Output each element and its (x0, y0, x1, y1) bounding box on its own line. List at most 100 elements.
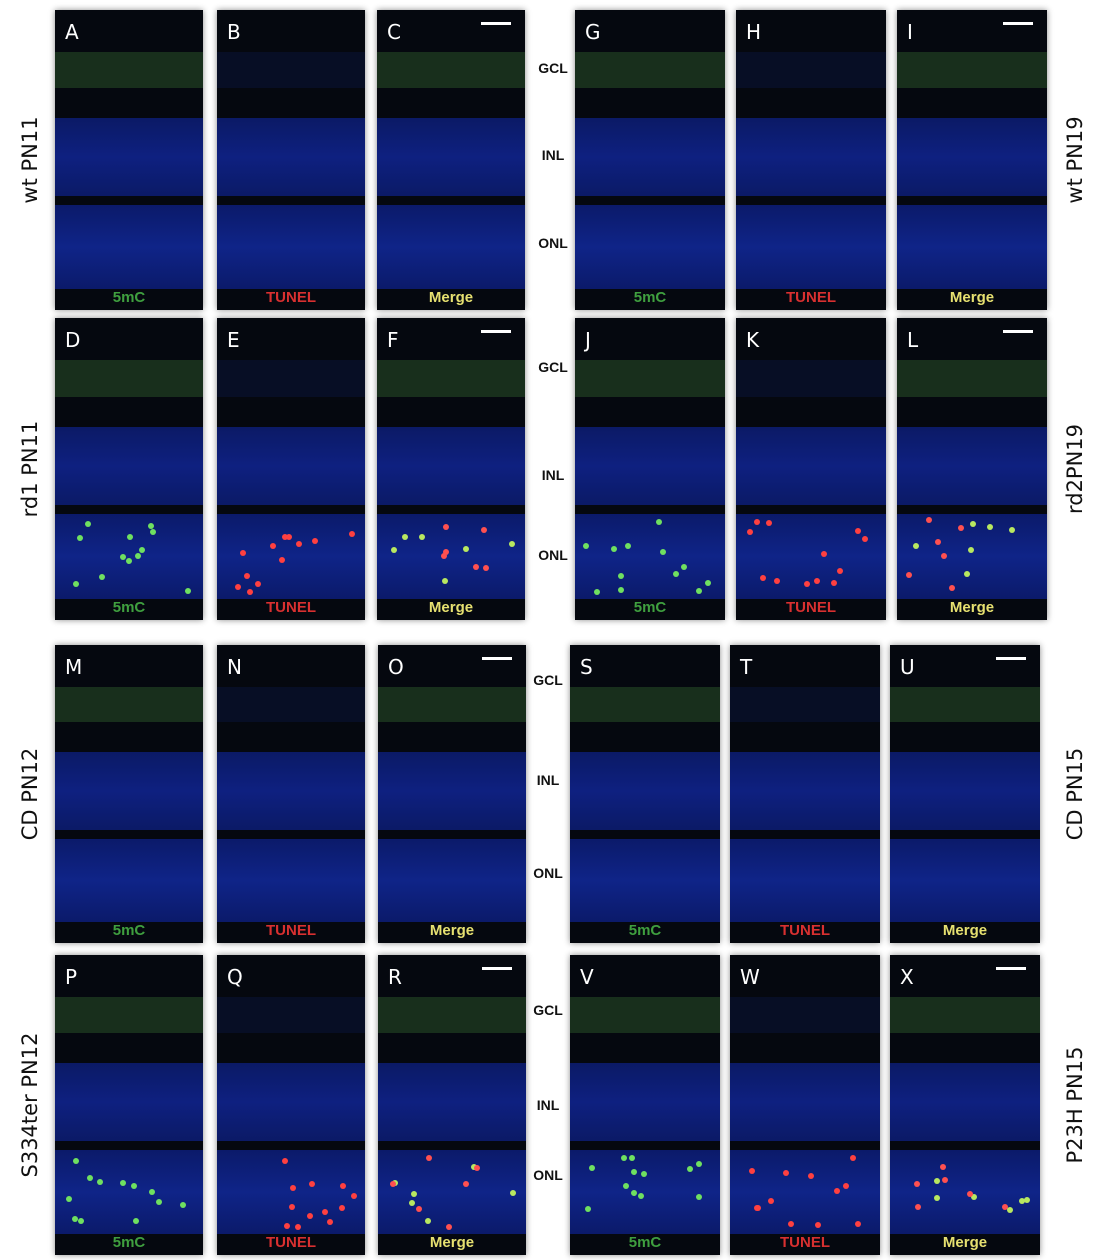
panel-letter: R (388, 965, 402, 989)
labeled-cell (99, 573, 106, 580)
onl-band (897, 205, 1047, 289)
panel-letter: A (65, 20, 79, 44)
channel-label: TUNEL (266, 599, 316, 616)
labeled-cell (618, 572, 625, 579)
onl-band (730, 1150, 880, 1234)
gcl-band (575, 52, 725, 88)
labeled-cell (307, 1212, 314, 1219)
panel-letter: D (65, 328, 81, 352)
labeled-cell (281, 1158, 288, 1165)
labeled-cell (473, 564, 480, 571)
labeled-cell (135, 552, 142, 559)
labeled-cell (637, 1192, 644, 1199)
row-label: rd1 PN11 (18, 420, 42, 518)
onl-band (217, 838, 365, 923)
gcl-band (890, 997, 1040, 1033)
inl-band (897, 118, 1047, 196)
inl-band (570, 1063, 720, 1141)
labeled-cell (836, 567, 843, 574)
labeled-cell (415, 1206, 422, 1213)
gcl-band (217, 360, 365, 397)
micrograph-panel: M 5mC (55, 645, 203, 943)
inl-band (378, 1063, 526, 1141)
labeled-cell (673, 570, 680, 577)
channel-label: TUNEL (266, 922, 316, 939)
labeled-cell (418, 534, 425, 541)
labeled-cell (621, 1154, 628, 1161)
labeled-cell (787, 1221, 794, 1228)
labeled-cell (78, 1217, 85, 1224)
labeled-cell (912, 543, 919, 550)
labeled-cell (760, 574, 766, 581)
labeled-cell (814, 577, 821, 584)
gcl-band (55, 52, 203, 88)
channel-label: 5mC (112, 289, 146, 306)
labeled-cell (73, 1157, 80, 1164)
micrograph-panel: O Merge (378, 645, 526, 943)
channel-label: Merge (942, 922, 988, 939)
inl-band (575, 118, 725, 196)
labeled-cell (126, 557, 133, 564)
labeled-cell (969, 521, 976, 528)
labeled-cell (773, 577, 780, 584)
channel-label: 5mC (112, 599, 146, 616)
labeled-cell (695, 587, 702, 594)
onl-band (736, 514, 886, 599)
inl-band (897, 426, 1047, 506)
labeled-cell (119, 1180, 126, 1187)
labeled-cell (655, 519, 662, 526)
labeled-cell (967, 1190, 974, 1197)
layer-label: ONL (533, 865, 563, 881)
inl-band (217, 426, 365, 506)
channel-label: 5mC (633, 289, 667, 306)
labeled-cell (970, 1193, 977, 1200)
labeled-cell (765, 520, 772, 527)
labeled-cell (483, 564, 490, 571)
gcl-band (730, 997, 880, 1033)
channel-label: 5mC (112, 1234, 146, 1251)
labeled-cell (843, 1182, 850, 1189)
labeled-cell (351, 1192, 358, 1199)
gcl-band (736, 52, 886, 88)
micrograph-panel: C Merge (377, 10, 525, 310)
row-label: wt PN11 (18, 116, 42, 204)
micrograph-panel: F Merge (377, 318, 525, 620)
micrograph-panel: G 5mC (575, 10, 725, 310)
micrograph-panel: B TUNEL (217, 10, 365, 310)
gcl-band (217, 997, 365, 1033)
inl-band (736, 426, 886, 506)
labeled-cell (311, 537, 318, 544)
labeled-cell (66, 1196, 73, 1203)
labeled-cell (933, 1195, 940, 1202)
labeled-cell (861, 536, 868, 543)
layer-label: INL (541, 467, 565, 483)
micrograph-panel: A 5mC (55, 10, 203, 310)
labeled-cell (132, 1218, 139, 1225)
labeled-cell (630, 1189, 637, 1196)
labeled-cell (97, 1178, 104, 1185)
labeled-cell (282, 534, 289, 541)
panel-letter: B (227, 20, 241, 44)
micrograph-panel: S 5mC (570, 645, 720, 943)
scale-bar (1003, 22, 1033, 25)
layer-label: ONL (538, 547, 568, 563)
labeled-cell (339, 1204, 346, 1211)
labeled-cell (681, 563, 688, 570)
labeled-cell (348, 531, 355, 538)
labeled-cell (783, 1169, 790, 1176)
onl-band (897, 514, 1047, 599)
row-label: S334ter PN12 (18, 1032, 42, 1178)
labeled-cell (933, 1178, 940, 1185)
labeled-cell (462, 546, 469, 553)
micrograph-panel: P 5mC (55, 955, 203, 1255)
onl-band (378, 1150, 526, 1234)
labeled-cell (184, 587, 191, 594)
micrograph-panel: I Merge (897, 10, 1047, 310)
layer-label: INL (541, 147, 565, 163)
inl-band (377, 118, 525, 196)
gcl-band (217, 52, 365, 88)
labeled-cell (326, 1218, 333, 1225)
gcl-band (890, 686, 1040, 723)
labeled-cell (1024, 1196, 1031, 1203)
labeled-cell (120, 554, 127, 561)
